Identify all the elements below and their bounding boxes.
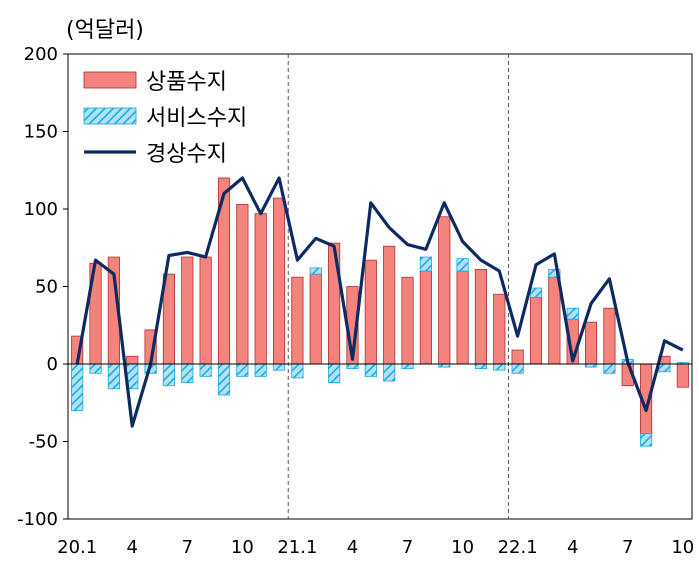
x-tick-label: 7 [182, 537, 193, 558]
service-balance-bar [291, 363, 304, 379]
x-tick-label: 7 [402, 537, 413, 558]
service-balance-bar [493, 363, 506, 371]
legend-label-services: 서비스수지 [146, 106, 247, 131]
x-tick-label: 10 [671, 537, 694, 558]
service-balance-bar [328, 363, 341, 384]
service-balance-bar [383, 363, 396, 382]
x-tick-label: 10 [231, 537, 254, 558]
goods-balance-bar [401, 276, 414, 365]
goods-balance-bar [529, 296, 543, 365]
y-unit-label: (억달러) [66, 18, 144, 43]
goods-balance-bar [438, 216, 451, 365]
goods-balance-bar [236, 203, 249, 365]
goods-balance-bar [181, 256, 194, 365]
x-tick-label: 4 [347, 537, 358, 558]
goods-balance-bar [456, 270, 469, 365]
y-tick-label: 50 [35, 277, 58, 298]
line-layer [75, 176, 684, 428]
service-balance-bar [419, 256, 432, 272]
service-balance-bar [162, 363, 176, 387]
service-balance-bar [181, 363, 194, 384]
service-balance-bar [364, 363, 377, 377]
x-tick-label: 22.1 [498, 537, 538, 558]
service-balance-bar [511, 363, 524, 374]
y-tick-label: -50 [29, 432, 58, 453]
goods-balance-bar [548, 276, 561, 365]
bar-layer [71, 177, 689, 447]
service-balance-bar [71, 363, 84, 411]
goods-balance-bar [419, 270, 432, 365]
goods-balance-bar [493, 293, 506, 365]
goods-balance-bar [126, 355, 139, 365]
x-tick-label: 20.1 [57, 537, 97, 558]
service-balance-bar [309, 267, 322, 275]
x-tick-label: 21.1 [277, 537, 317, 558]
service-balance-bar [474, 363, 488, 370]
service-balance-bar [456, 258, 469, 272]
goods-balance-bar [511, 349, 524, 365]
service-balance-bar [603, 363, 616, 374]
service-balance-bar [658, 363, 671, 373]
service-balance-bar [254, 363, 267, 377]
x-tick-label: 10 [451, 537, 474, 558]
service-balance-bar [89, 363, 102, 374]
y-tick-label: 0 [47, 354, 58, 375]
goods-balance-bar [272, 197, 286, 365]
service-balance-bar [529, 287, 543, 298]
x-tick-label: 7 [622, 537, 633, 558]
goods-balance-bar [584, 321, 598, 365]
y-tick-label: 100 [24, 199, 58, 220]
goods-balance-bar [364, 259, 377, 365]
x-tick-label: 4 [127, 537, 138, 558]
legend-label-goods: 상품수지 [146, 70, 227, 95]
legend-swatch-goods [83, 71, 137, 89]
goods-balance-bar [474, 269, 488, 365]
y-tick-label: 150 [24, 122, 58, 143]
service-balance-bar [199, 363, 212, 377]
y-tick-label: 200 [24, 44, 58, 65]
goods-balance-bar [309, 273, 322, 365]
x-tick-label: 4 [567, 537, 578, 558]
goods-balance-bar [254, 213, 267, 365]
service-balance-bar [401, 363, 414, 370]
service-balance-bar [107, 363, 120, 390]
goods-balance-bar [603, 307, 616, 365]
axis-layer: -100 -50 0 50 100 150 200 20.1 4 7 10 21.1 4 7 10 22.1 4… [17, 44, 694, 558]
service-balance-bar [236, 363, 249, 377]
current-account-line [75, 176, 684, 428]
service-balance-bar [217, 363, 231, 396]
legend-swatch-services [83, 107, 137, 125]
service-balance-bar [640, 433, 653, 447]
goods-balance-bar [383, 245, 396, 365]
y-tick-label: -100 [17, 509, 58, 530]
goods-balance-bar [199, 256, 212, 365]
service-balance-bar [346, 363, 359, 370]
service-balance-bar [566, 307, 579, 320]
service-balance-bar [548, 269, 561, 278]
goods-balance-bar [676, 363, 689, 388]
legend-label-current: 경상수지 [146, 142, 227, 167]
goods-balance-bar [291, 276, 304, 365]
service-balance-bar [272, 363, 286, 371]
